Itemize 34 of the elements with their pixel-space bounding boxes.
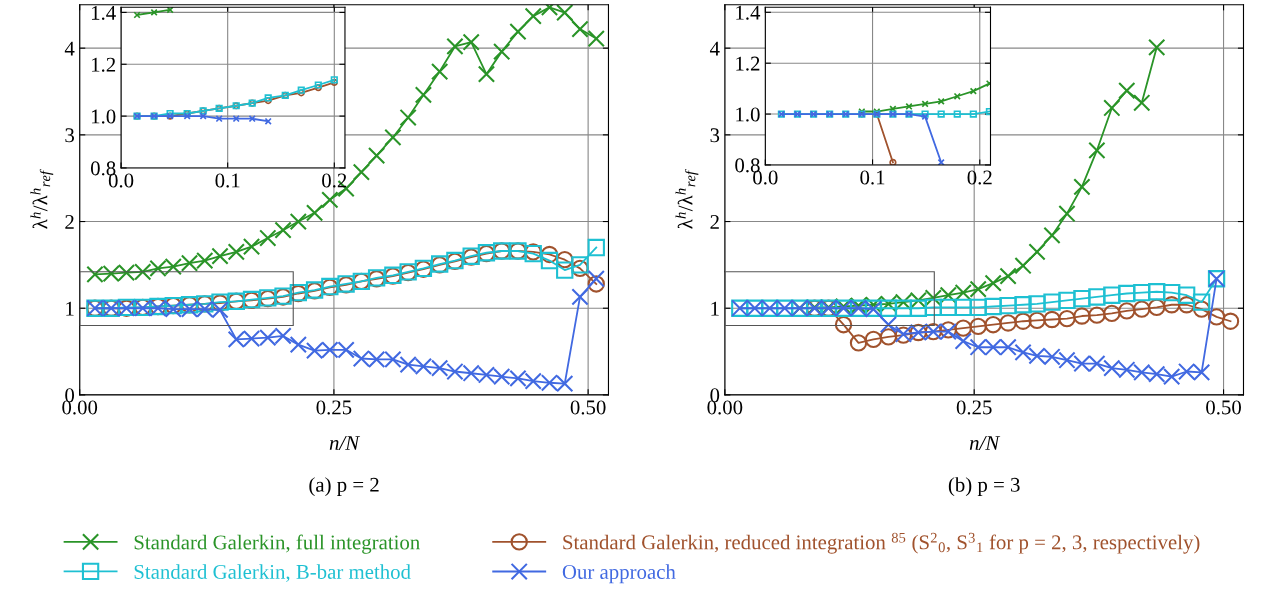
y-tick-label: 3 — [710, 128, 720, 143]
text: (b) p = 3 — [948, 477, 1020, 497]
x-tick-label: 0.2 — [322, 173, 347, 188]
y-tick-label: 1 — [711, 301, 719, 316]
x-axis-title: n/N — [969, 436, 1001, 450]
y-tick-label: 4 — [64, 41, 75, 56]
y-tick-label: 1.0 — [91, 109, 116, 124]
x-axis-title: n/N — [329, 436, 361, 450]
text: (a) p = 2 — [309, 477, 379, 497]
y-tick-label: 1.2 — [91, 57, 116, 72]
y-tick-label: 1.4 — [91, 5, 116, 20]
x-tick-label: 0.1 — [860, 170, 885, 185]
legend-label: Standard Galerkin, B-bar method — [134, 564, 411, 582]
y-axis-title: λ$^{h}$/λ$^{h}$$_{ref}$ — [675, 169, 699, 229]
y-tick-label: 3 — [65, 128, 75, 143]
text: Standard Galerkin, reduced integration $^{85}$ (S$^{2}$$_{0}$, S$^{3}$$_{1}$ for p = 2, 3, respectively) — [563, 532, 1200, 554]
x-tick-label: 0.1 — [215, 173, 240, 188]
y-tick-label: 1.0 — [736, 107, 760, 122]
y-tick-label: 4 — [709, 41, 720, 56]
x-tick-label: 0.2 — [967, 170, 992, 185]
y-tick-label: 0 — [710, 388, 720, 403]
y-tick-label: 1.2 — [736, 56, 760, 71]
y-tick-label: 1 — [66, 301, 74, 316]
y-tick-label: 2 — [65, 214, 74, 229]
legend-label: Our approach — [562, 564, 676, 584]
y-tick-label: 1.4 — [736, 5, 761, 20]
y-axis-title: λ$^{h}$/λ$^{h}$$_{ref}$ — [30, 169, 54, 229]
x-tick-label: 0.25 — [956, 400, 992, 415]
x-tick-label: 0.50 — [570, 400, 606, 415]
x-tick-label: 0.25 — [316, 400, 352, 415]
x-tick-label: 0.00 — [707, 400, 743, 415]
legend-label: Standard Galerkin, full integration — [134, 534, 420, 554]
y-tick-label: 2 — [710, 214, 719, 229]
x-tick-label: 0.50 — [1206, 400, 1241, 415]
